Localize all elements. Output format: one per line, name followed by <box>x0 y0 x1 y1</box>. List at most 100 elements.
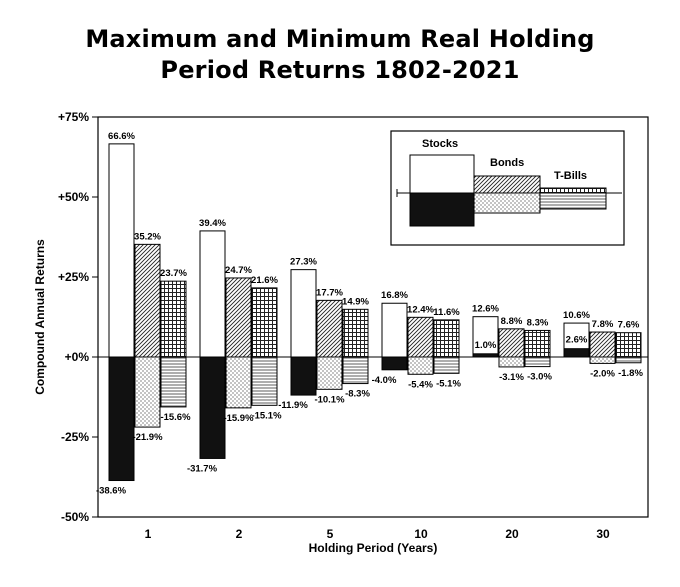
chart-title: Maximum and Minimum Real Holding Period … <box>0 24 680 86</box>
data-label-bonds-max: 12.4% <box>407 304 434 315</box>
data-label-stocks-min: 1.0% <box>475 340 497 351</box>
data-label-bonds-max: 24.7% <box>225 265 252 276</box>
data-label-stocks-max: 10.6% <box>563 310 590 321</box>
legend-tbills-max <box>539 187 607 194</box>
x-tick-label: 1 <box>145 527 152 541</box>
bar-bonds-min <box>225 356 252 409</box>
plot-frame <box>97 116 649 518</box>
y-tick-label: -25% <box>61 430 89 444</box>
legend-tbills-label: T-Bills <box>554 170 587 182</box>
bar-stocks-min <box>381 356 408 371</box>
bar-bonds-min <box>316 356 343 390</box>
bar-bonds-min <box>589 356 616 364</box>
data-label-stocks-max: 66.6% <box>108 131 135 142</box>
data-label-bonds-max: 35.2% <box>134 231 161 242</box>
bar-bonds-min <box>407 356 434 375</box>
data-label-bonds-max: 7.8% <box>592 319 614 330</box>
bar-bonds-max <box>589 331 616 358</box>
data-label-bonds-min: -15.9% <box>223 413 254 424</box>
bar-stocks-max <box>199 230 226 358</box>
bar-stocks-min <box>563 348 590 358</box>
bar-tbills-max <box>524 329 551 358</box>
x-tick-label: 10 <box>414 527 428 541</box>
bar-tbills-min <box>524 356 551 368</box>
x-axis-label: Holding Period (Years) <box>309 541 438 555</box>
data-label-bonds-max: 8.8% <box>501 316 523 327</box>
data-label-bonds-min: -5.4% <box>408 379 433 390</box>
bar-tbills-max <box>160 280 187 358</box>
bar-bonds-min <box>498 356 525 368</box>
bar-tbills-min <box>342 356 369 385</box>
data-label-tbills-max: 14.9% <box>342 296 369 307</box>
x-tick-label: 2 <box>236 527 243 541</box>
bar-stocks-min <box>472 353 499 358</box>
data-label-tbills-min: -1.8% <box>618 368 643 379</box>
x-tick-label: 20 <box>505 527 519 541</box>
data-label-stocks-max: 27.3% <box>290 257 317 268</box>
x-tick-label: 5 <box>327 527 334 541</box>
legend-stocks-min <box>409 192 475 227</box>
data-label-stocks-min: -11.9% <box>278 400 308 411</box>
bar-bonds-max <box>407 316 434 358</box>
data-label-stocks-min: -31.7% <box>187 463 218 474</box>
bar-tbills-max <box>251 287 278 358</box>
data-label-stocks-min: 2.6% <box>566 335 588 346</box>
bar-tbills-min <box>251 356 278 406</box>
data-label-tbills-min: -8.3% <box>345 389 370 400</box>
bar-tbills-min <box>433 356 460 374</box>
x-axis: 1 2 5 10 20 30 <box>145 527 610 541</box>
labels-layer: 66.6% -38.6% 35.2% -21.9% 23.7% -15.6% 39.4% -3… <box>96 131 644 497</box>
data-label-tbills-max: 7.6% <box>618 320 640 331</box>
bar-stocks-min <box>199 356 226 459</box>
data-label-tbills-min: -15.1% <box>251 410 282 421</box>
bar-tbills-min <box>160 356 187 408</box>
bar-stocks-max <box>381 302 408 358</box>
bar-tbills-min <box>615 356 642 364</box>
data-label-tbills-max: 23.7% <box>160 268 187 279</box>
y-tick-label: +0% <box>65 350 90 364</box>
bar-bonds-max <box>134 243 161 358</box>
y-tick-label: +75% <box>58 110 89 124</box>
data-label-tbills-min: -3.0% <box>527 372 552 383</box>
chart-title-line-2: Period Returns 1802-2021 <box>160 56 520 84</box>
legend-tbills-min <box>539 192 607 210</box>
y-tick-label: +50% <box>58 190 89 204</box>
data-label-stocks-min: -38.6% <box>96 486 127 497</box>
data-label-bonds-min: -2.0% <box>590 368 615 379</box>
legend-bonds-label: Bonds <box>490 157 524 169</box>
bar-stocks-max <box>108 143 135 358</box>
y-axis: +75% +50% +25% +0% -25% -50% <box>58 110 98 524</box>
data-label-stocks-min: -4.0% <box>372 375 397 386</box>
data-label-bonds-min: -21.9% <box>132 432 163 443</box>
bars-layer <box>108 143 642 482</box>
data-label-stocks-max: 39.4% <box>199 218 226 229</box>
bar-stocks-max <box>472 316 499 358</box>
bar-bonds-max <box>498 328 525 358</box>
bar-stocks-max <box>290 269 317 358</box>
data-label-tbills-min: -15.6% <box>160 412 191 423</box>
data-label-bonds-min: -10.1% <box>314 394 345 405</box>
bar-stocks-min <box>290 356 317 396</box>
bar-bonds-max <box>316 299 343 358</box>
bar-tbills-max <box>615 332 642 358</box>
y-tick-label: +25% <box>58 270 89 284</box>
bar-tbills-max <box>433 319 460 358</box>
data-label-bonds-min: -3.1% <box>499 372 524 383</box>
data-label-bonds-max: 17.7% <box>316 287 343 298</box>
legend-stocks-max <box>409 154 475 194</box>
x-tick-label: 30 <box>596 527 610 541</box>
bar-bonds-max <box>225 277 252 358</box>
data-label-tbills-max: 11.6% <box>433 307 460 318</box>
chart-title-line-1: Maximum and Minimum Real Holding <box>85 25 595 53</box>
data-label-tbills-min: -5.1% <box>436 378 461 389</box>
data-label-stocks-max: 16.8% <box>381 290 408 301</box>
data-label-tbills-max: 8.3% <box>527 317 549 328</box>
legend-bonds-max <box>473 175 541 194</box>
legend: Stocks Bonds T-Bills <box>390 130 625 246</box>
data-label-tbills-max: 21.6% <box>251 275 278 286</box>
data-label-stocks-max: 12.6% <box>472 304 499 315</box>
legend-stocks-label: Stocks <box>422 138 458 150</box>
legend-bonds-min <box>473 192 541 214</box>
bar-tbills-max <box>342 308 369 358</box>
